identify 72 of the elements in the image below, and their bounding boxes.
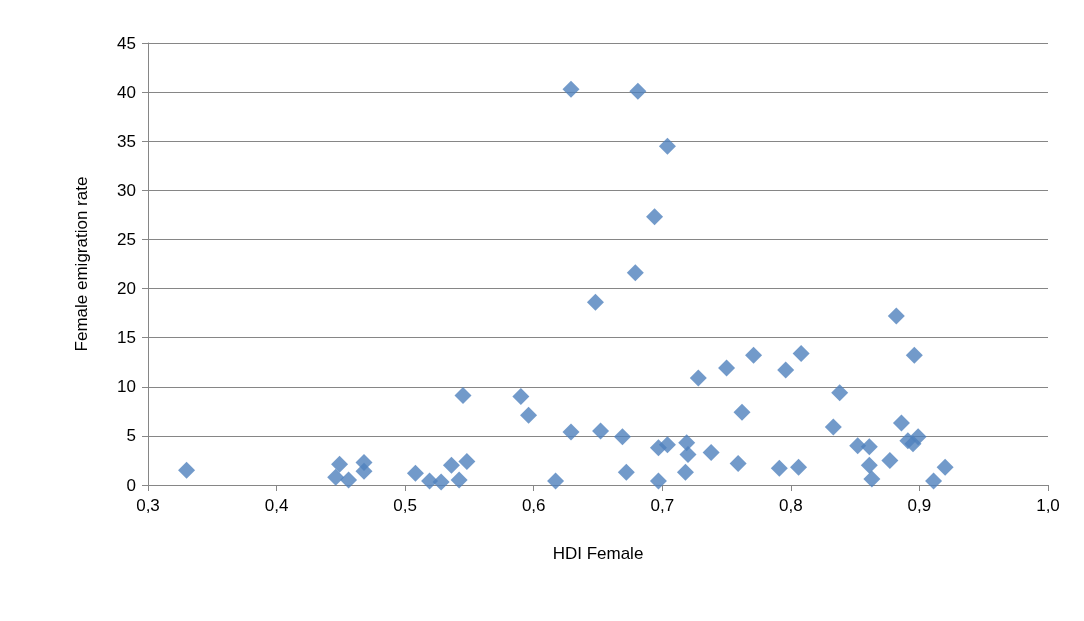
point — [831, 384, 849, 402]
y-tick-label: 10 — [117, 377, 136, 397]
point — [792, 344, 810, 362]
point — [520, 406, 538, 424]
point — [824, 418, 842, 436]
point — [406, 464, 424, 482]
point — [770, 459, 788, 477]
point — [562, 80, 580, 98]
x-axis-title: HDI Female — [552, 544, 644, 563]
point — [863, 470, 881, 488]
point — [454, 387, 472, 405]
point — [790, 458, 808, 476]
point — [702, 444, 720, 462]
point — [592, 422, 610, 440]
point — [512, 388, 530, 406]
point — [905, 346, 923, 364]
point — [626, 264, 644, 282]
point — [340, 471, 358, 489]
point — [881, 451, 899, 469]
point — [936, 458, 954, 476]
point — [432, 473, 450, 491]
point — [586, 293, 604, 311]
x-tick-label: 0,7 — [650, 496, 675, 515]
x-tick-label: 0,9 — [907, 496, 932, 515]
y-tick-label: 0 — [126, 475, 136, 495]
point — [689, 369, 707, 387]
point — [909, 428, 927, 446]
y-tick-label: 35 — [117, 131, 136, 151]
point — [887, 307, 905, 325]
point — [679, 446, 697, 464]
y-tick-label: 45 — [117, 33, 136, 53]
point — [658, 137, 676, 155]
point — [442, 456, 460, 474]
point — [658, 436, 676, 454]
x-tick-label: 0,5 — [393, 496, 417, 515]
point — [327, 468, 345, 486]
x-tick-label: 1,0 — [1036, 496, 1060, 515]
point — [729, 454, 747, 472]
y-tick-label: 40 — [117, 82, 136, 102]
point — [178, 461, 196, 479]
y-tick-label: 15 — [117, 328, 136, 348]
point — [562, 423, 580, 441]
y-tick-label: 25 — [117, 229, 136, 249]
point — [777, 361, 795, 379]
point — [331, 455, 349, 473]
point — [547, 472, 565, 490]
y-axis-title: Female emigration rate — [72, 176, 91, 352]
point — [613, 428, 631, 446]
y-tick-label: 5 — [126, 426, 136, 446]
point — [745, 346, 763, 364]
x-tick-label: 0,3 — [136, 496, 160, 515]
y-tick-label: 20 — [117, 279, 136, 299]
x-tick-label: 0,6 — [521, 496, 546, 515]
point — [629, 82, 647, 100]
point — [649, 472, 667, 490]
point — [733, 403, 751, 421]
point — [450, 471, 468, 489]
point — [617, 463, 635, 481]
point — [646, 208, 664, 226]
point — [860, 456, 878, 474]
point — [849, 437, 867, 455]
point — [678, 434, 696, 452]
x-tick-label: 0,8 — [779, 496, 803, 515]
point — [925, 472, 943, 490]
point — [860, 438, 878, 456]
point — [676, 463, 694, 481]
point — [718, 359, 736, 377]
y-tick-label: 30 — [117, 180, 136, 200]
point — [892, 414, 910, 432]
x-tick-label: 0,4 — [264, 496, 289, 515]
point — [355, 462, 373, 480]
point — [458, 452, 476, 470]
